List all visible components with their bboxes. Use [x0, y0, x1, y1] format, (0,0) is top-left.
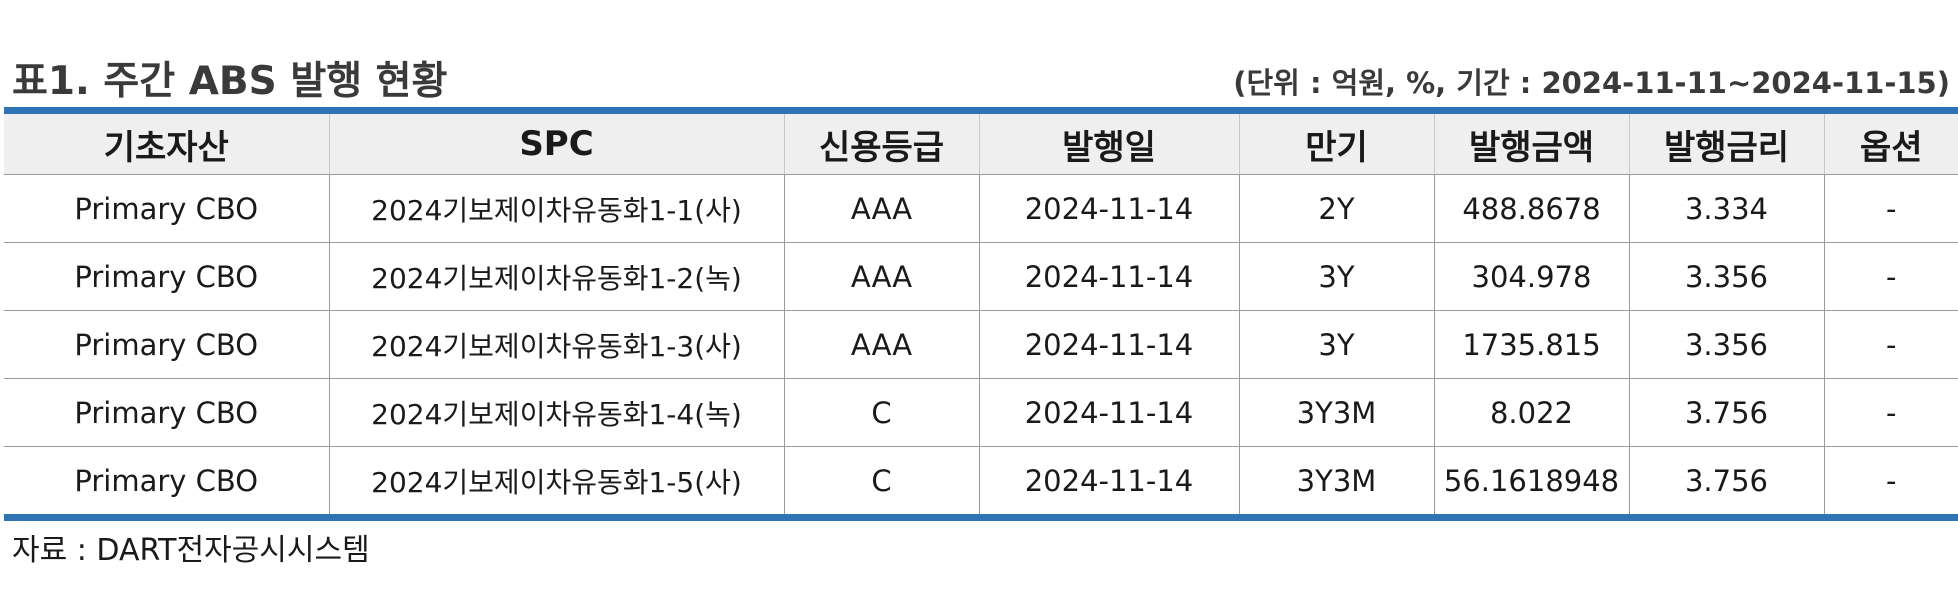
column-header-option: 옵션 [1823, 110, 1958, 175]
column-header-credit-rating: 신용등급 [783, 110, 979, 175]
cell-maturity: 3Y3M [1238, 446, 1434, 518]
table-row: Primary CBO 2024기보제이차유동화1-1(사) AAA 2024-… [4, 174, 1958, 243]
column-header-issue-date: 발행일 [978, 110, 1239, 175]
cell-issue-date: 2024-11-14 [978, 242, 1239, 311]
cell-issue-rate: 3.756 [1628, 378, 1824, 447]
source-note: 자료 : DART전자공시시스템 [12, 533, 370, 568]
cell-underlying-asset: Primary CBO [4, 174, 329, 243]
cell-credit-rating: AAA [783, 310, 979, 379]
title-row: 표1. 주간 ABS 발행 현황 (단위 : 억원, %, 기간 : 2024-… [12, 50, 1958, 106]
cell-issue-rate: 3.334 [1628, 174, 1824, 243]
column-header-underlying-asset: 기초자산 [4, 110, 329, 175]
cell-credit-rating: AAA [783, 242, 979, 311]
cell-maturity: 2Y [1238, 174, 1434, 243]
cell-credit-rating: AAA [783, 174, 979, 243]
table-row: Primary CBO 2024기보제이차유동화1-3(사) AAA 2024-… [4, 310, 1958, 379]
cell-issue-date: 2024-11-14 [978, 446, 1239, 518]
cell-issue-amount: 304.978 [1433, 242, 1629, 311]
table-row: Primary CBO 2024기보제이차유동화1-4(녹) C 2024-11… [4, 378, 1958, 447]
cell-issue-rate: 3.756 [1628, 446, 1824, 518]
cell-issue-rate: 3.356 [1628, 310, 1824, 379]
cell-maturity: 3Y [1238, 310, 1434, 379]
cell-maturity: 3Y [1238, 242, 1434, 311]
cell-issue-amount: 1735.815 [1433, 310, 1629, 379]
cell-spc: 2024기보제이차유동화1-3(사) [328, 310, 784, 379]
column-header-maturity: 만기 [1238, 110, 1434, 175]
cell-spc: 2024기보제이차유동화1-4(녹) [328, 378, 784, 447]
table-row: Primary CBO 2024기보제이차유동화1-2(녹) AAA 2024-… [4, 242, 1958, 311]
cell-spc: 2024기보제이차유동화1-1(사) [328, 174, 784, 243]
cell-option: - [1823, 174, 1958, 243]
column-header-issue-rate: 발행금리 [1628, 110, 1824, 175]
cell-underlying-asset: Primary CBO [4, 310, 329, 379]
cell-underlying-asset: Primary CBO [4, 378, 329, 447]
abs-issuance-table: 기초자산 SPC 신용등급 발행일 만기 발행금액 발행금리 옵션 Primar… [4, 107, 1958, 521]
column-header-spc: SPC [328, 110, 784, 175]
cell-option: - [1823, 310, 1958, 379]
cell-spc: 2024기보제이차유동화1-5(사) [328, 446, 784, 518]
cell-issue-date: 2024-11-14 [978, 378, 1239, 447]
cell-option: - [1823, 242, 1958, 311]
cell-maturity: 3Y3M [1238, 378, 1434, 447]
cell-issue-amount: 488.8678 [1433, 174, 1629, 243]
cell-option: - [1823, 378, 1958, 447]
cell-issue-amount: 56.1618948 [1433, 446, 1629, 518]
cell-issue-rate: 3.356 [1628, 242, 1824, 311]
cell-issue-date: 2024-11-14 [978, 174, 1239, 243]
cell-option: - [1823, 446, 1958, 518]
table-row: Primary CBO 2024기보제이차유동화1-5(사) C 2024-11… [4, 446, 1958, 518]
unit-and-period-note: (단위 : 억원, %, 기간 : 2024-11-11~2024-11-15) [1233, 66, 1950, 100]
cell-issue-date: 2024-11-14 [978, 310, 1239, 379]
cell-credit-rating: C [783, 378, 979, 447]
table-title: 표1. 주간 ABS 발행 현황 [12, 59, 448, 104]
cell-underlying-asset: Primary CBO [4, 446, 329, 518]
table-header-row: 기초자산 SPC 신용등급 발행일 만기 발행금액 발행금리 옵션 [4, 110, 1958, 175]
cell-underlying-asset: Primary CBO [4, 242, 329, 311]
column-header-issue-amount: 발행금액 [1433, 110, 1629, 175]
cell-spc: 2024기보제이차유동화1-2(녹) [328, 242, 784, 311]
cell-credit-rating: C [783, 446, 979, 518]
abs-issuance-table-container: 기초자산 SPC 신용등급 발행일 만기 발행금액 발행금리 옵션 Primar… [4, 107, 1958, 521]
cell-issue-amount: 8.022 [1433, 378, 1629, 447]
